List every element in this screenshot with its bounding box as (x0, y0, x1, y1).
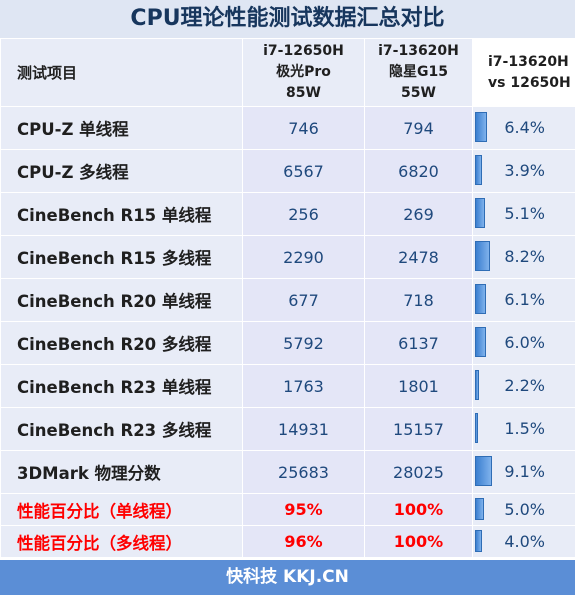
header-col-12650h-line2: 极光Pro (276, 64, 331, 80)
table-row: 性能百分比（多线程） 96% 100% 4.0% (0, 525, 575, 558)
table-row: CineBench R15 多线程 2290 2478 8.2% (0, 235, 575, 279)
header-col-13620h-line1: i7-13620H (378, 43, 459, 59)
diff-bar (475, 112, 487, 142)
diff-cell: 5.0% (472, 493, 575, 526)
diff-percent: 5.1% (504, 204, 545, 223)
value-12650h: 6567 (242, 149, 365, 193)
table-title: CPU理论性能测试数据汇总对比 (0, 0, 575, 38)
diff-bar (475, 155, 482, 185)
diff-percent: 6.0% (504, 333, 545, 352)
diff-percent: 5.0% (504, 500, 545, 519)
table-row: CineBench R15 单线程 256 269 5.1% (0, 192, 575, 236)
diff-bar (475, 370, 479, 400)
header-col-12650h-line3: 85W (286, 85, 321, 101)
value-12650h: 14931 (242, 407, 365, 451)
header-item: 测试项目 (0, 38, 243, 107)
value-13620h: 6137 (364, 321, 473, 365)
row-label: CineBench R20 多线程 (0, 321, 243, 365)
diff-bar (475, 241, 490, 271)
row-label: 性能百分比（多线程） (0, 525, 243, 558)
header-col-12650h: i7-12650H 极光Pro 85W (242, 38, 365, 107)
value-12650h: 25683 (242, 450, 365, 494)
diff-cell: 1.5% (472, 407, 575, 451)
value-12650h: 746 (242, 106, 365, 150)
header-row: 测试项目 i7-12650H 极光Pro 85W i7-13620H 隐星G15… (0, 38, 575, 107)
value-13620h: 718 (364, 278, 473, 322)
value-12650h: 5792 (242, 321, 365, 365)
value-13620h: 2478 (364, 235, 473, 279)
table-row: CPU-Z 单线程 746 794 6.4% (0, 106, 575, 150)
diff-bar (475, 327, 486, 357)
diff-cell: 2.2% (472, 364, 575, 408)
diff-bar (475, 530, 482, 552)
diff-cell: 6.1% (472, 278, 575, 322)
diff-cell: 3.9% (472, 149, 575, 193)
table-row: 3DMark 物理分数 25683 28025 9.1% (0, 450, 575, 494)
footer-brand: 快科技 KKJ.CN (0, 560, 575, 595)
diff-percent: 3.9% (504, 161, 545, 180)
table-row: CineBench R23 单线程 1763 1801 2.2% (0, 364, 575, 408)
diff-cell: 6.0% (472, 321, 575, 365)
header-col-13620h-line3: 55W (401, 85, 436, 101)
diff-percent: 6.1% (504, 290, 545, 309)
value-12650h: 96% (242, 525, 365, 558)
diff-cell: 6.4% (472, 106, 575, 150)
diff-percent: 2.2% (504, 376, 545, 395)
value-12650h: 256 (242, 192, 365, 236)
diff-bar (475, 413, 478, 443)
diff-percent: 1.5% (504, 419, 545, 438)
value-13620h: 28025 (364, 450, 473, 494)
diff-percent: 4.0% (504, 532, 545, 551)
row-label: CPU-Z 多线程 (0, 149, 243, 193)
row-label: CineBench R15 单线程 (0, 192, 243, 236)
table-row: CPU-Z 多线程 6567 6820 3.9% (0, 149, 575, 193)
row-label: 3DMark 物理分数 (0, 450, 243, 494)
diff-bar (475, 284, 486, 314)
value-12650h: 1763 (242, 364, 365, 408)
comparison-table: 测试项目 i7-12650H 极光Pro 85W i7-13620H 隐星G15… (0, 38, 575, 558)
header-col-13620h-line2: 隐星G15 (389, 64, 448, 80)
diff-cell: 4.0% (472, 525, 575, 558)
header-col-diff: i7-13620H vs 12650H (472, 38, 575, 107)
diff-bar (475, 198, 485, 228)
value-13620h: 6820 (364, 149, 473, 193)
value-13620h: 100% (364, 525, 473, 558)
diff-cell: 8.2% (472, 235, 575, 279)
row-label: CineBench R20 单线程 (0, 278, 243, 322)
row-label: CineBench R23 多线程 (0, 407, 243, 451)
row-label: 性能百分比（单线程） (0, 493, 243, 526)
value-13620h: 269 (364, 192, 473, 236)
value-13620h: 15157 (364, 407, 473, 451)
table-row: CineBench R20 多线程 5792 6137 6.0% (0, 321, 575, 365)
diff-cell: 9.1% (472, 450, 575, 494)
value-13620h: 1801 (364, 364, 473, 408)
row-label: CineBench R23 单线程 (0, 364, 243, 408)
row-label: CPU-Z 单线程 (0, 106, 243, 150)
row-label: CineBench R15 多线程 (0, 235, 243, 279)
header-col-diff-line1: i7-13620H (488, 53, 569, 70)
table-row: CineBench R20 单线程 677 718 6.1% (0, 278, 575, 322)
diff-bar (475, 456, 492, 486)
value-12650h: 2290 (242, 235, 365, 279)
header-col-12650h-line1: i7-12650H (263, 43, 344, 59)
diff-percent: 6.4% (504, 118, 545, 137)
header-col-diff-line2: vs 12650H (488, 74, 571, 91)
diff-percent: 8.2% (504, 247, 545, 266)
diff-percent: 9.1% (504, 462, 545, 481)
table-row: CineBench R23 多线程 14931 15157 1.5% (0, 407, 575, 451)
header-col-13620h: i7-13620H 隐星G15 55W (364, 38, 473, 107)
diff-bar (475, 498, 484, 520)
table-row: 性能百分比（单线程） 95% 100% 5.0% (0, 493, 575, 526)
value-13620h: 100% (364, 493, 473, 526)
value-13620h: 794 (364, 106, 473, 150)
value-12650h: 95% (242, 493, 365, 526)
value-12650h: 677 (242, 278, 365, 322)
diff-cell: 5.1% (472, 192, 575, 236)
